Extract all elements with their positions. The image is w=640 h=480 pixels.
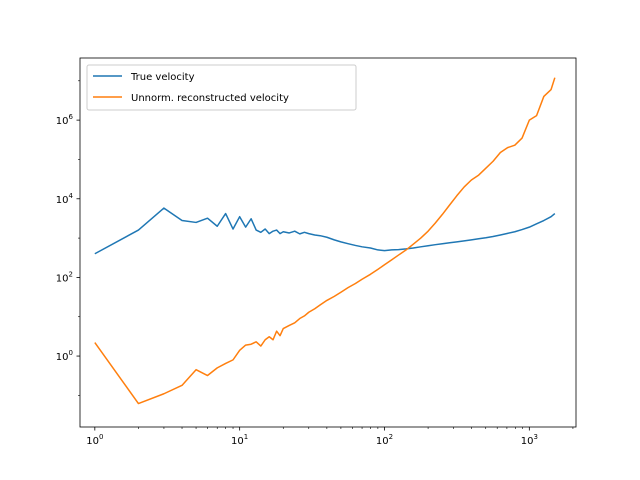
legend-label-reconstructed-velocity: Unnorm. reconstructed velocity xyxy=(131,93,289,104)
plot-frame xyxy=(79,57,577,428)
x-tick-label-3: 103 xyxy=(521,433,538,447)
x-tick-label-0: 100 xyxy=(86,433,103,447)
y-tick-label-3: 106 xyxy=(56,113,74,127)
legend: True velocity Unnorm. reconstructed velo… xyxy=(86,64,357,111)
y-tick-label-2: 104 xyxy=(56,192,74,206)
x-axis: 100 101 102 103 xyxy=(86,427,574,447)
y-tick-label-1: 102 xyxy=(56,270,73,284)
y-axis: 100 102 104 106 xyxy=(56,80,80,396)
series-line-1 xyxy=(94,77,556,405)
series-line-0 xyxy=(94,207,556,255)
x-tick-label-2: 102 xyxy=(376,433,393,447)
plot-lines xyxy=(94,77,556,405)
legend-label-true-velocity: True velocity xyxy=(130,72,195,83)
x-tick-label-1: 101 xyxy=(231,433,248,447)
y-tick-label-0: 100 xyxy=(56,349,73,363)
legend-box xyxy=(86,64,357,111)
